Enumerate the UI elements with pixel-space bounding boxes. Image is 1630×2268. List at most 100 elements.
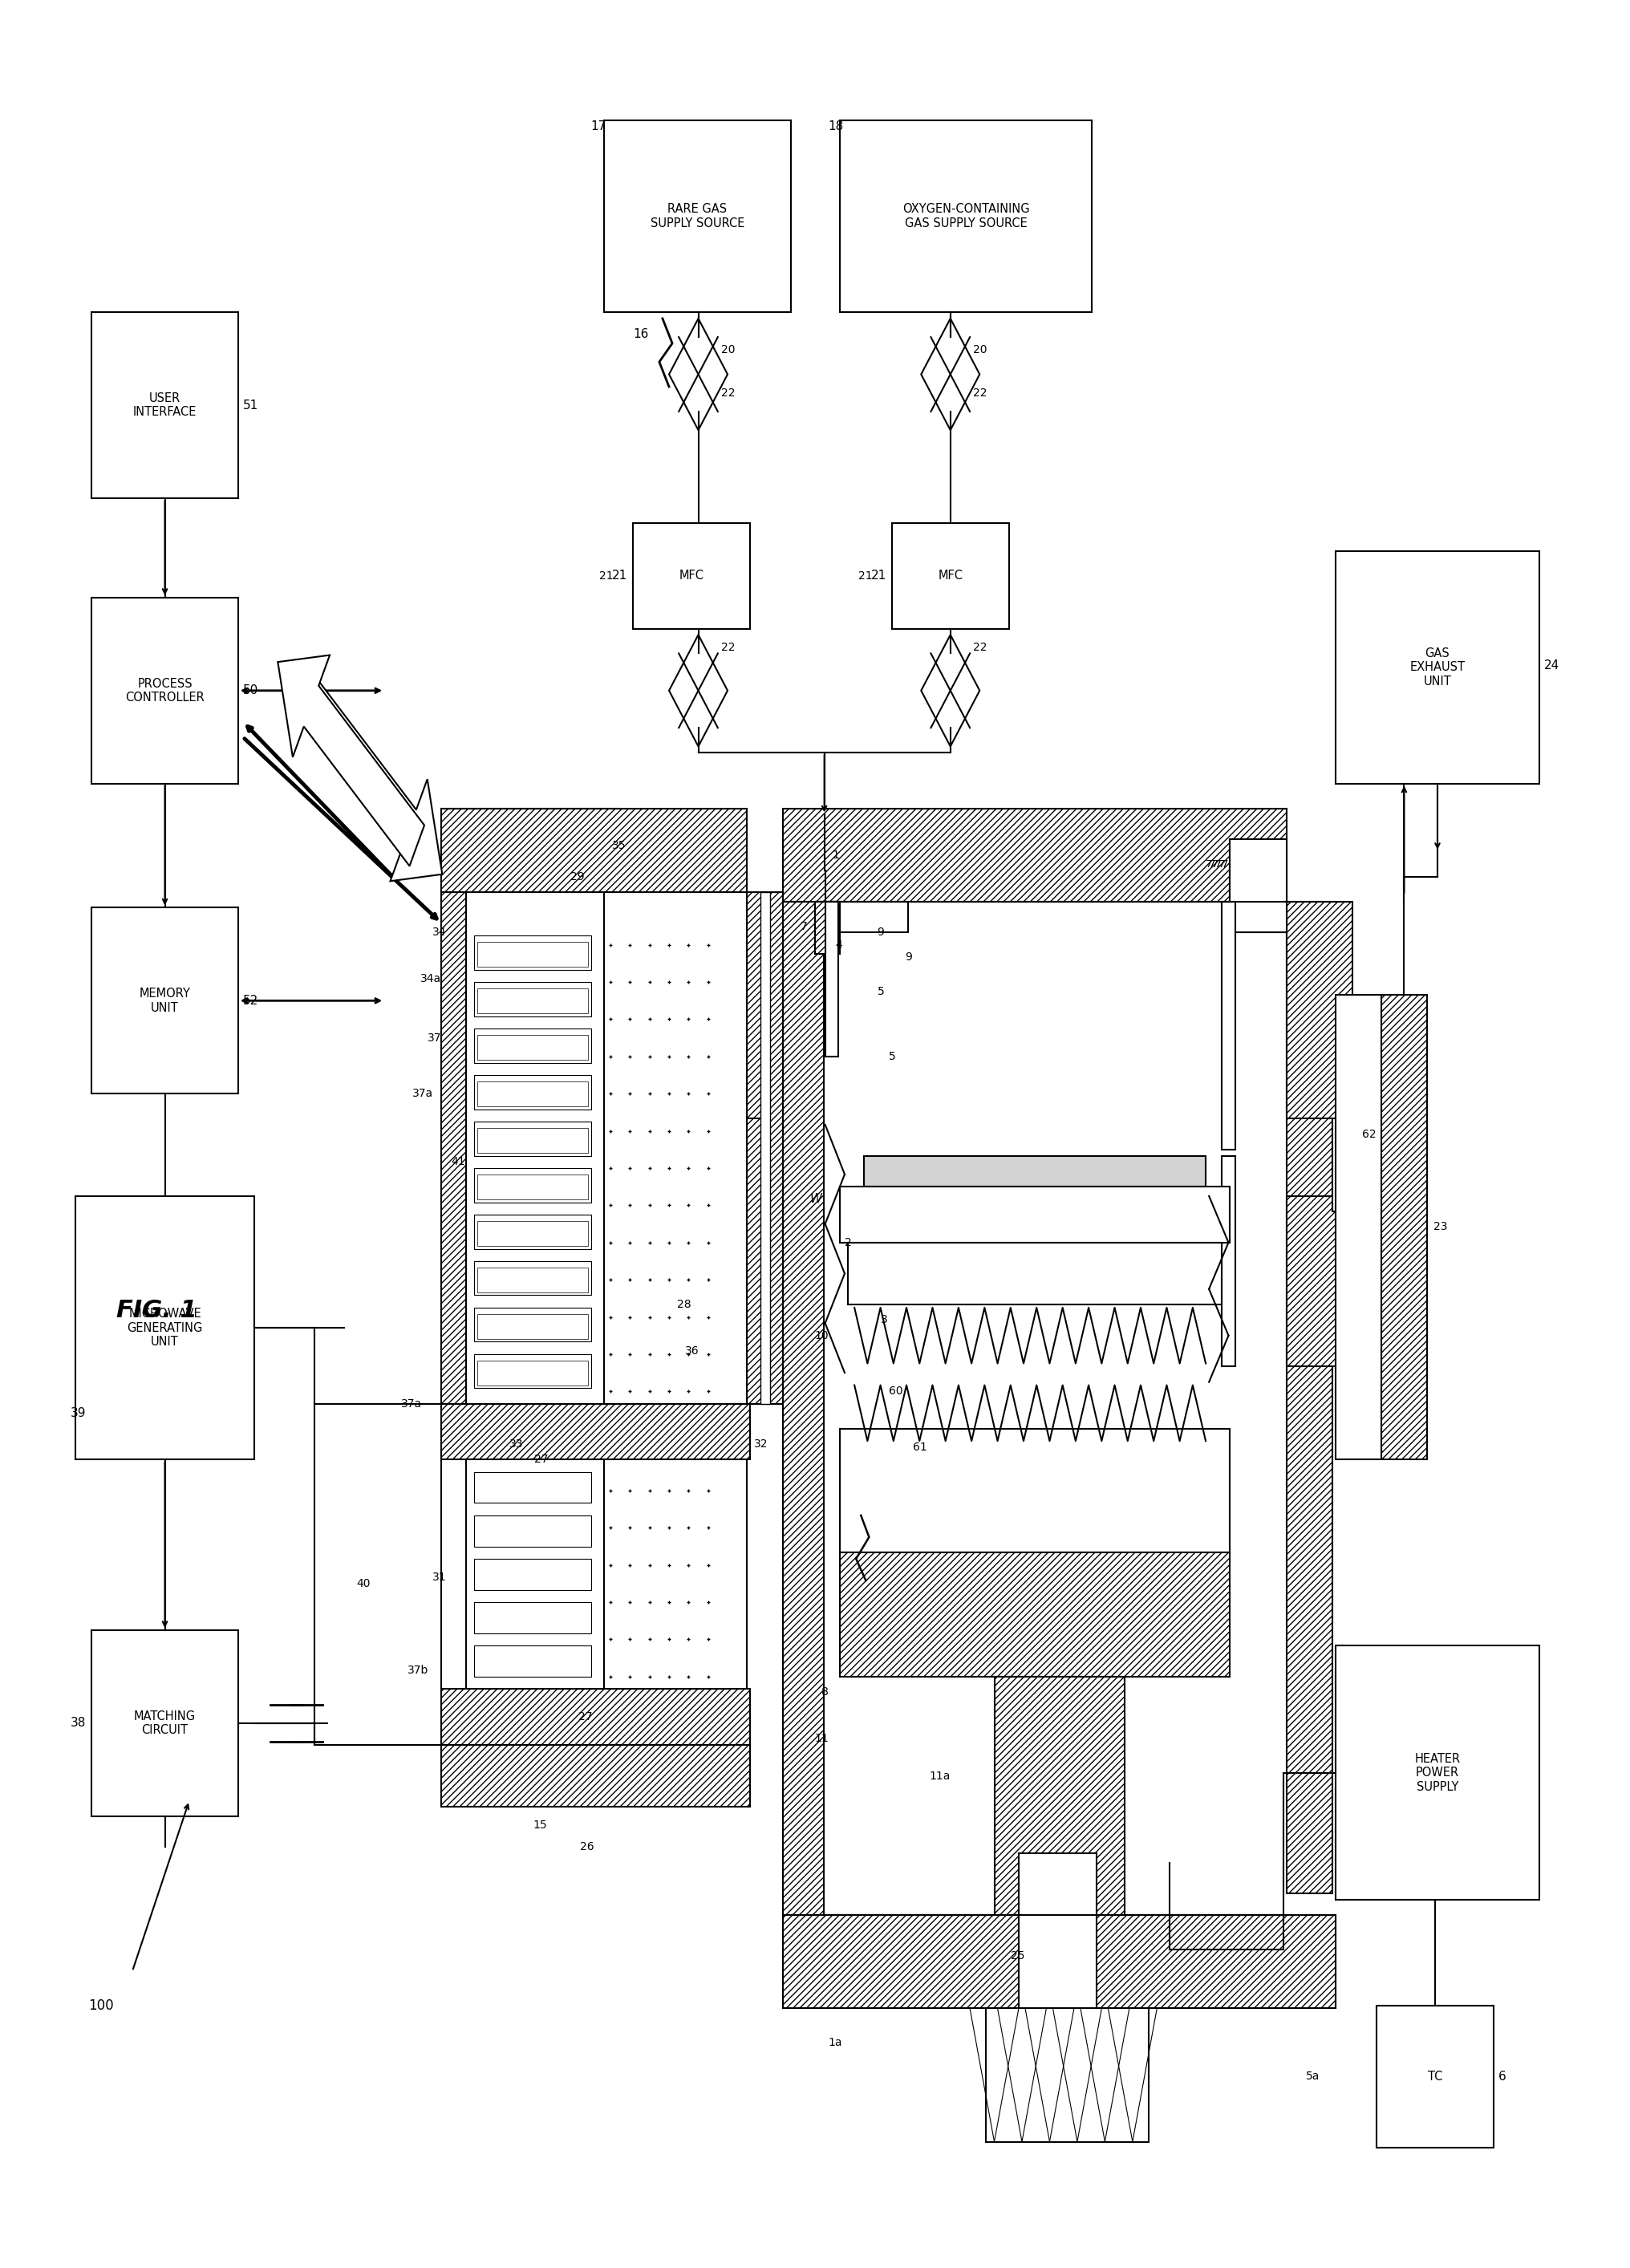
Bar <box>474 1075 590 1109</box>
Bar <box>474 1354 590 1388</box>
Text: 777: 777 <box>1208 860 1229 869</box>
Bar <box>474 1601 590 1633</box>
Text: 1: 1 <box>831 848 839 860</box>
Text: 20: 20 <box>720 345 735 356</box>
Text: 8: 8 <box>822 1687 828 1699</box>
Bar <box>1335 993 1381 1461</box>
Text: GAS
EXHAUST
UNIT: GAS EXHAUST UNIT <box>1408 646 1464 687</box>
Text: MATCHING
CIRCUIT: MATCHING CIRCUIT <box>134 1710 196 1735</box>
Text: 15: 15 <box>577 907 590 919</box>
Text: 22: 22 <box>720 642 735 653</box>
Text: 37a: 37a <box>401 1397 422 1408</box>
Text: 26: 26 <box>579 1842 593 1853</box>
Bar <box>478 1082 587 1107</box>
Text: HEATER
POWER
SUPPLY: HEATER POWER SUPPLY <box>1413 1753 1460 1792</box>
Bar <box>747 891 782 1404</box>
Text: 31: 31 <box>432 1572 447 1583</box>
Text: 2: 2 <box>844 1236 851 1247</box>
Text: 9: 9 <box>877 928 883 939</box>
Text: 20: 20 <box>973 345 986 356</box>
Bar <box>1221 1157 1234 1368</box>
Text: 39: 39 <box>70 1406 86 1420</box>
Text: 34a: 34a <box>421 973 442 984</box>
Text: 777: 777 <box>1205 860 1226 869</box>
Bar <box>864 1157 1205 1186</box>
Bar <box>442 891 466 1404</box>
Bar <box>478 941 587 966</box>
Bar <box>825 900 838 1057</box>
Text: 24: 24 <box>1544 660 1558 671</box>
Text: 38: 38 <box>70 1717 86 1728</box>
Text: 29: 29 <box>570 871 584 882</box>
Bar <box>442 807 747 891</box>
Text: 52: 52 <box>243 996 258 1007</box>
Bar <box>986 2009 1148 2141</box>
Bar <box>478 989 587 1014</box>
Text: USER
INTERFACE: USER INTERFACE <box>134 392 197 417</box>
Bar <box>603 1461 747 1690</box>
Text: 21: 21 <box>857 569 872 581</box>
Text: 1a: 1a <box>828 2037 843 2048</box>
Text: MEMORY
UNIT: MEMORY UNIT <box>139 987 191 1014</box>
Text: PROCESS
CONTROLLER: PROCESS CONTROLLER <box>126 678 204 703</box>
Bar <box>818 900 908 932</box>
FancyArrow shape <box>277 655 424 866</box>
Bar <box>839 1429 1229 1554</box>
Bar <box>474 1123 590 1157</box>
Text: 21: 21 <box>600 569 613 581</box>
Text: 6: 6 <box>1498 2071 1506 2082</box>
Text: 15: 15 <box>533 1819 546 1830</box>
Bar <box>466 1461 603 1690</box>
Bar <box>75 1195 254 1461</box>
Bar <box>839 1554 1229 1676</box>
Bar <box>848 1243 1221 1304</box>
Text: 11: 11 <box>813 1733 828 1744</box>
Bar <box>839 120 1092 313</box>
Text: 3: 3 <box>880 1315 887 1327</box>
Text: 16: 16 <box>632 329 649 340</box>
Text: 34: 34 <box>432 928 447 939</box>
Bar <box>474 1168 590 1202</box>
Bar <box>474 937 590 971</box>
Bar <box>782 1916 1335 2009</box>
Text: TC: TC <box>1426 2071 1441 2082</box>
Text: 22: 22 <box>973 388 986 399</box>
Bar <box>478 1175 587 1200</box>
Text: 41: 41 <box>452 1157 465 1168</box>
Text: 36: 36 <box>685 1345 699 1356</box>
Bar <box>91 596 238 785</box>
Text: 60: 60 <box>888 1386 903 1397</box>
Text: 23: 23 <box>1433 1222 1447 1232</box>
Bar <box>1286 1195 1376 1368</box>
Bar <box>1332 1118 1364 1211</box>
Bar <box>1229 839 1286 932</box>
Text: 35: 35 <box>611 839 626 850</box>
Bar <box>603 120 791 313</box>
Bar <box>823 900 839 955</box>
Text: MFC: MFC <box>937 569 962 583</box>
Text: 4: 4 <box>835 939 841 950</box>
Text: OXYGEN-CONTAINING
GAS SUPPLY SOURCE: OXYGEN-CONTAINING GAS SUPPLY SOURCE <box>901 204 1029 229</box>
Bar <box>474 1030 590 1064</box>
Bar <box>1221 900 1234 1150</box>
Bar <box>994 1676 1123 1916</box>
Text: 50: 50 <box>243 685 258 696</box>
Bar <box>815 900 835 955</box>
Text: 61: 61 <box>913 1442 927 1454</box>
Bar <box>478 1127 587 1152</box>
Bar <box>442 1404 750 1461</box>
Text: 40: 40 <box>355 1579 370 1590</box>
Text: 51: 51 <box>243 399 258 411</box>
Bar <box>442 1744 750 1808</box>
Bar <box>478 1034 587 1059</box>
Bar <box>554 1515 725 1690</box>
Bar <box>1381 993 1426 1461</box>
Text: 32: 32 <box>753 1438 768 1449</box>
Bar <box>1335 1647 1539 1901</box>
Bar <box>466 891 603 1404</box>
Text: 100: 100 <box>88 1998 114 2012</box>
Text: 62: 62 <box>1361 1129 1376 1139</box>
Bar <box>474 1647 590 1676</box>
Bar <box>91 1631 238 1817</box>
Text: 7: 7 <box>800 921 807 932</box>
